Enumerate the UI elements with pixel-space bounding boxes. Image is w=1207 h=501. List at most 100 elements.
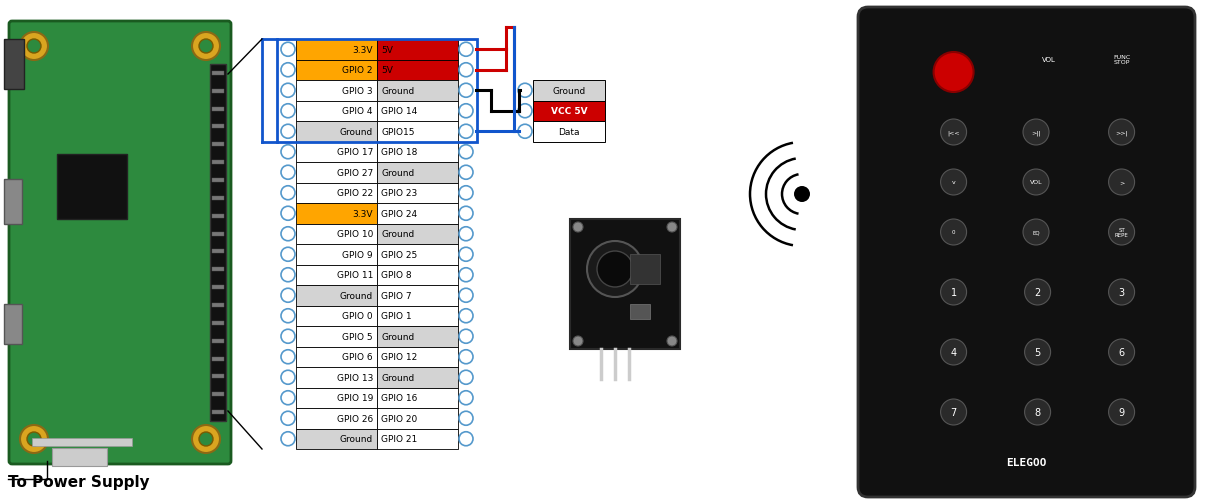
Bar	[296, 306, 377, 326]
Text: Ground: Ground	[381, 230, 414, 239]
Circle shape	[192, 425, 220, 453]
Bar	[296, 265, 377, 286]
Bar	[296, 183, 377, 203]
Circle shape	[459, 391, 473, 405]
Circle shape	[459, 289, 473, 303]
Bar	[377, 40, 457, 61]
Circle shape	[1108, 280, 1135, 306]
Bar	[377, 347, 457, 367]
Bar	[212, 125, 225, 129]
Circle shape	[192, 33, 220, 61]
Bar	[276, 40, 477, 142]
Bar	[296, 347, 377, 367]
Text: GPIO 20: GPIO 20	[381, 414, 418, 423]
Bar	[377, 429, 457, 449]
Text: GPIO 8: GPIO 8	[381, 271, 412, 280]
Circle shape	[518, 125, 532, 139]
Circle shape	[940, 399, 967, 425]
Circle shape	[27, 432, 41, 446]
Text: VOL: VOL	[1042, 57, 1056, 63]
Circle shape	[459, 84, 473, 98]
Text: ST
REPE: ST REPE	[1115, 227, 1129, 238]
Bar	[33, 438, 132, 446]
Circle shape	[459, 186, 473, 200]
Circle shape	[281, 248, 295, 262]
Bar	[377, 265, 457, 286]
Text: GPIO 1: GPIO 1	[381, 312, 412, 321]
Bar	[212, 304, 225, 307]
Text: EQ: EQ	[1032, 230, 1039, 235]
Circle shape	[1024, 120, 1049, 146]
Text: GPIO 10: GPIO 10	[337, 230, 373, 239]
Circle shape	[459, 227, 473, 241]
Circle shape	[459, 207, 473, 221]
Bar	[4, 40, 24, 90]
Circle shape	[940, 339, 967, 365]
Text: 2: 2	[1034, 288, 1040, 298]
Text: 5V: 5V	[381, 46, 392, 55]
Text: Data: Data	[559, 127, 579, 136]
Circle shape	[1108, 399, 1135, 425]
Bar	[296, 203, 377, 224]
Bar	[630, 255, 660, 285]
Text: GPIO 4: GPIO 4	[343, 107, 373, 116]
Circle shape	[459, 432, 473, 446]
Text: GPIO 0: GPIO 0	[343, 312, 373, 321]
Text: Ground: Ground	[339, 434, 373, 443]
Bar	[377, 142, 457, 163]
Text: |<<: |<<	[947, 130, 960, 135]
Circle shape	[1108, 219, 1135, 245]
Circle shape	[281, 309, 295, 323]
Circle shape	[459, 268, 473, 282]
Bar	[296, 163, 377, 183]
Circle shape	[459, 350, 473, 364]
Bar	[533, 122, 605, 142]
Bar	[296, 244, 377, 265]
Text: ELEGOO: ELEGOO	[1007, 457, 1046, 467]
Text: 5: 5	[1034, 347, 1040, 357]
Circle shape	[459, 371, 473, 384]
Text: >>|: >>|	[1115, 130, 1127, 135]
Circle shape	[667, 336, 677, 346]
Bar	[296, 142, 377, 163]
Text: VOL: VOL	[1030, 180, 1043, 185]
Bar	[377, 306, 457, 326]
Circle shape	[281, 207, 295, 221]
Bar	[296, 367, 377, 388]
Bar	[212, 72, 225, 76]
Text: >: >	[1119, 180, 1124, 185]
Circle shape	[281, 391, 295, 405]
Circle shape	[794, 187, 810, 202]
Circle shape	[518, 105, 532, 119]
Bar	[212, 214, 225, 218]
Bar	[4, 180, 22, 224]
Circle shape	[940, 170, 967, 195]
Bar	[296, 429, 377, 449]
Text: GPIO 19: GPIO 19	[337, 393, 373, 402]
Text: GPIO 11: GPIO 11	[337, 271, 373, 280]
Bar	[630, 305, 651, 319]
Text: GPIO 5: GPIO 5	[343, 332, 373, 341]
Bar	[377, 286, 457, 306]
Text: 7: 7	[950, 407, 957, 417]
Circle shape	[459, 43, 473, 57]
Bar	[52, 448, 107, 466]
Text: GPIO 2: GPIO 2	[343, 66, 373, 75]
Text: 1: 1	[951, 288, 957, 298]
Bar	[377, 224, 457, 244]
Circle shape	[1024, 219, 1049, 245]
Circle shape	[940, 219, 967, 245]
Circle shape	[281, 166, 295, 180]
Bar	[212, 321, 225, 325]
Bar	[212, 268, 225, 272]
Bar	[377, 101, 457, 122]
Circle shape	[199, 432, 212, 446]
Circle shape	[281, 43, 295, 57]
Bar	[377, 388, 457, 408]
Bar	[212, 179, 225, 183]
Text: 3.3V: 3.3V	[352, 46, 373, 55]
Circle shape	[281, 227, 295, 241]
Circle shape	[281, 64, 295, 78]
Text: GPIO 23: GPIO 23	[381, 189, 418, 198]
Text: Ground: Ground	[381, 373, 414, 382]
